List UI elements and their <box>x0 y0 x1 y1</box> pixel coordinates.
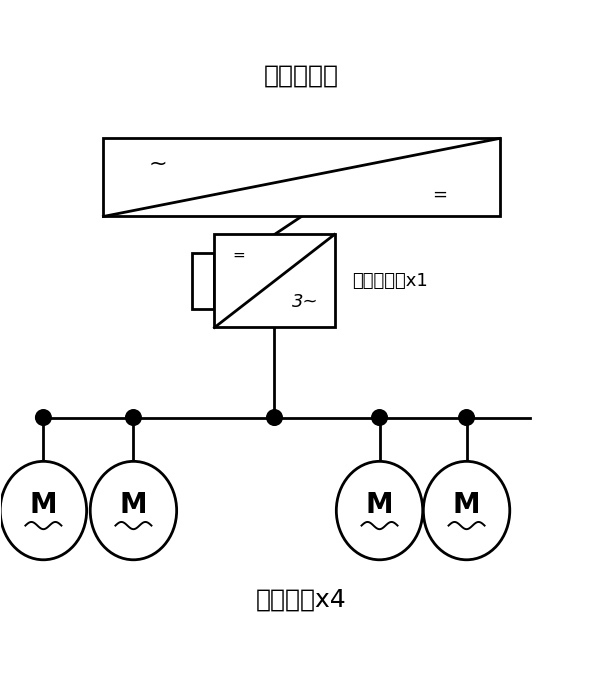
Text: M: M <box>30 491 57 519</box>
Text: 牵引电机x4: 牵引电机x4 <box>256 588 347 611</box>
Ellipse shape <box>423 462 510 560</box>
Circle shape <box>371 410 387 425</box>
Ellipse shape <box>90 462 177 560</box>
Text: ~: ~ <box>148 153 167 174</box>
Circle shape <box>125 410 141 425</box>
Text: 四象限输入: 四象限输入 <box>264 63 339 87</box>
Text: M: M <box>453 491 481 519</box>
Bar <box>215 234 335 328</box>
Circle shape <box>459 410 475 425</box>
Text: M: M <box>365 491 393 519</box>
Circle shape <box>267 410 282 425</box>
Text: =: = <box>432 186 447 204</box>
Text: 电机变流器x1: 电机变流器x1 <box>353 272 428 290</box>
Circle shape <box>36 410 51 425</box>
Ellipse shape <box>0 462 87 560</box>
Text: =: = <box>232 248 245 262</box>
Ellipse shape <box>336 462 423 560</box>
Text: M: M <box>119 491 147 519</box>
Bar <box>192 253 215 309</box>
Bar <box>104 139 499 217</box>
Text: 3~: 3~ <box>292 293 319 312</box>
